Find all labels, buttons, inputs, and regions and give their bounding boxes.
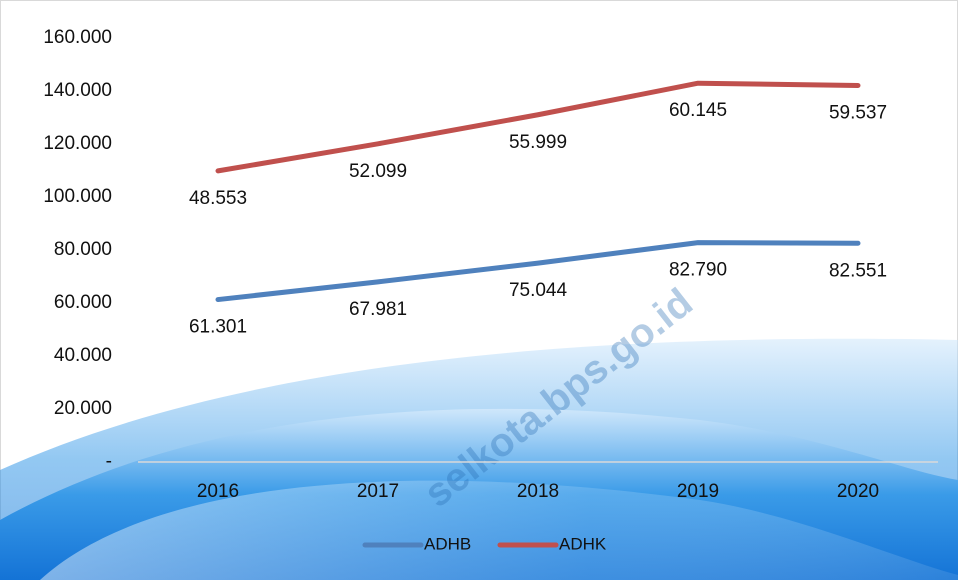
data-label: 59.537 [829, 102, 887, 123]
x-tick-label: 2016 [197, 481, 239, 502]
data-label: 82.551 [829, 260, 887, 281]
series-line [215, 240, 861, 303]
series-line [215, 80, 861, 174]
background-wave [40, 480, 958, 580]
x-tick-label: 2019 [677, 481, 719, 502]
data-label: 67.981 [349, 299, 407, 320]
y-tick-label: 20.000 [54, 398, 112, 419]
x-tick-label: 2020 [837, 481, 879, 502]
y-tick-label: 160.000 [43, 27, 112, 48]
x-tick-label: 2018 [517, 481, 559, 502]
legend-label: ADHB [424, 534, 471, 553]
y-tick-label: 100.000 [43, 186, 112, 207]
data-label: 55.999 [509, 132, 567, 153]
x-tick-label: 2017 [357, 481, 399, 502]
y-tick-label: 140.000 [43, 80, 112, 101]
data-label: 60.145 [669, 100, 727, 121]
data-label: 75.044 [509, 280, 568, 301]
data-label: 82.790 [669, 260, 727, 281]
y-tick-label: 60.000 [54, 292, 112, 313]
y-tick-label: 120.000 [43, 133, 112, 154]
data-label: 48.553 [189, 188, 247, 209]
data-label: 61.301 [189, 317, 247, 338]
legend-label: ADHK [559, 534, 607, 553]
y-tick-label: 80.000 [54, 239, 112, 260]
y-tick-label: 40.000 [54, 345, 112, 366]
data-label: 52.099 [349, 161, 407, 182]
y-tick-label: - [106, 451, 112, 472]
